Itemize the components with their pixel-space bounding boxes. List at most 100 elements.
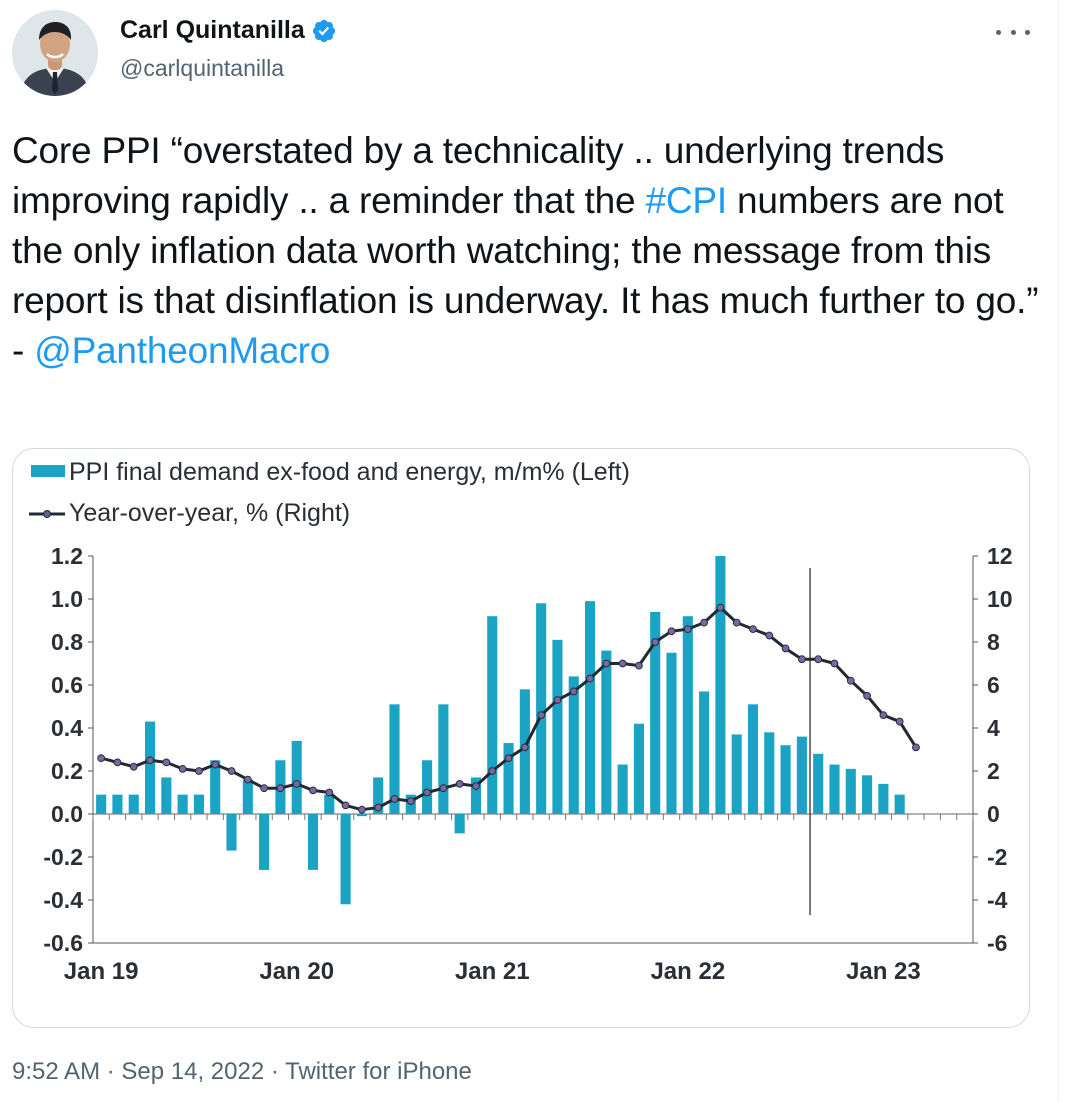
- bar: [210, 760, 221, 814]
- yoy-point: [227, 767, 236, 775]
- yoy-point: [863, 691, 871, 700]
- tweet-text-segment: numbers are not the only inflation data …: [12, 180, 1039, 371]
- chart-image-card[interactable]: PPI final demand ex-food and energy, m/m…: [12, 448, 1030, 1028]
- yoy-point: [781, 644, 790, 653]
- bar: [715, 556, 726, 814]
- footer-separator: ·: [270, 1058, 279, 1085]
- tweet-time[interactable]: 9:52 AM: [12, 1058, 101, 1085]
- x-axis-tick-label: Jan 23: [846, 958, 921, 985]
- yoy-point: [749, 625, 757, 634]
- tweet-date[interactable]: Sep 14, 2022: [121, 1058, 265, 1085]
- avatar-image: [12, 10, 98, 96]
- bar: [747, 704, 759, 814]
- yoy-point: [195, 767, 203, 775]
- bar: [112, 794, 123, 814]
- yoy-point: [504, 754, 513, 763]
- bar: [438, 704, 449, 814]
- yoy-point: [553, 696, 562, 704]
- bar: [454, 814, 465, 834]
- yoy-point: [912, 743, 920, 752]
- yoy-point: [488, 767, 497, 775]
- yoy-point: [439, 784, 448, 793]
- line-series: [97, 603, 920, 814]
- yoy-point: [586, 674, 594, 683]
- yoy-point: [423, 788, 431, 797]
- right-axis-tick-label: 6: [987, 672, 1000, 698]
- bar: [470, 777, 482, 814]
- bar: [356, 814, 367, 817]
- left-axis-tick-label: -0.4: [43, 887, 83, 913]
- hashtag-link-cpi[interactable]: #CPI: [645, 180, 727, 221]
- yoy-point: [846, 676, 855, 685]
- ppi-chart: PPI final demand ex-food and energy, m/m…: [29, 458, 1013, 985]
- left-axis-tick-label: -0.2: [43, 844, 83, 870]
- yoy-point: [700, 618, 709, 627]
- author-handle[interactable]: @carlquintanilla: [120, 55, 284, 81]
- yoy-point: [97, 754, 106, 763]
- bar: [324, 794, 335, 814]
- tweet-source[interactable]: Twitter for iPhone: [285, 1058, 472, 1085]
- bar: [128, 794, 139, 814]
- yoy-point: [879, 711, 888, 720]
- bar: [226, 814, 237, 851]
- left-axis-tick-label: -0.6: [43, 930, 83, 956]
- bar: [845, 768, 856, 814]
- tweet-text: Core PPI “overstated by a technicality .…: [12, 126, 1042, 376]
- left-axis-tick-label: 0.2: [51, 758, 83, 784]
- bar: [177, 794, 188, 814]
- yoy-point: [341, 801, 350, 810]
- tweet-header: Carl Quintanilla @carlquintanilla: [0, 0, 1058, 110]
- yoy-point: [260, 784, 269, 793]
- footer-separator: ·: [106, 1058, 115, 1085]
- bar: [568, 676, 579, 814]
- yoy-point: [276, 784, 285, 793]
- bar: [862, 775, 873, 814]
- right-axis-tick-label: 10: [987, 586, 1013, 612]
- verified-badge-icon: [312, 19, 335, 42]
- yoy-point: [292, 780, 301, 788]
- right-axis-tick-label: -4: [987, 887, 1008, 913]
- left-axis-tick-label: 1.0: [51, 586, 83, 612]
- bar: [307, 814, 319, 870]
- legend-line-marker: [43, 510, 51, 518]
- bar: [552, 639, 563, 814]
- left-axis-tick-label: 0.8: [51, 629, 83, 655]
- timeline-border: [1058, 0, 1059, 1102]
- yoy-point: [602, 659, 611, 668]
- yoy-point: [113, 758, 122, 767]
- yoy-point: [374, 803, 383, 812]
- yoy-point: [243, 775, 252, 784]
- bar: [487, 616, 498, 814]
- bar: [780, 745, 791, 814]
- yoy-point: [357, 805, 366, 814]
- yoy-point: [406, 797, 415, 806]
- chart-axes: 1.2 1.0 0.8 0.6 0.4 0.2 0.0 -0.2 -0.4 -0.6 12 10 8 6 4…: [43, 543, 1012, 985]
- right-axis-tick-label: 4: [987, 715, 1000, 741]
- bar: [422, 760, 433, 814]
- bar: [731, 734, 742, 814]
- author-display-name[interactable]: Carl Quintanilla: [120, 16, 305, 44]
- yoy-point: [683, 625, 692, 634]
- bar: [601, 650, 612, 814]
- legend-label-bars: PPI final demand ex-food and energy, m/m…: [69, 458, 630, 486]
- yoy-point: [325, 788, 334, 797]
- bar: [764, 732, 775, 814]
- right-axis-tick-label: 2: [987, 758, 1000, 784]
- bar: [829, 764, 840, 814]
- more-options-icon[interactable]: [996, 18, 1030, 46]
- mention-link-pantheonmacro[interactable]: @PantheonMacro: [34, 330, 331, 371]
- yoy-point: [455, 780, 464, 788]
- yoy-point: [635, 661, 643, 670]
- tweet-footer: 9:52 AM · Sep 14, 2022 · Twitter for iPh…: [12, 1058, 472, 1086]
- legend-bar-swatch: [31, 465, 65, 477]
- yoy-point: [309, 786, 317, 795]
- bar: [96, 794, 107, 814]
- bar: [373, 777, 384, 814]
- left-axis-tick-label: 0.4: [51, 715, 83, 741]
- yoy-point: [732, 618, 741, 627]
- avatar[interactable]: [12, 10, 98, 96]
- bar: [666, 652, 677, 814]
- bar: [144, 721, 156, 814]
- bar: [699, 691, 710, 814]
- bar: [878, 783, 889, 814]
